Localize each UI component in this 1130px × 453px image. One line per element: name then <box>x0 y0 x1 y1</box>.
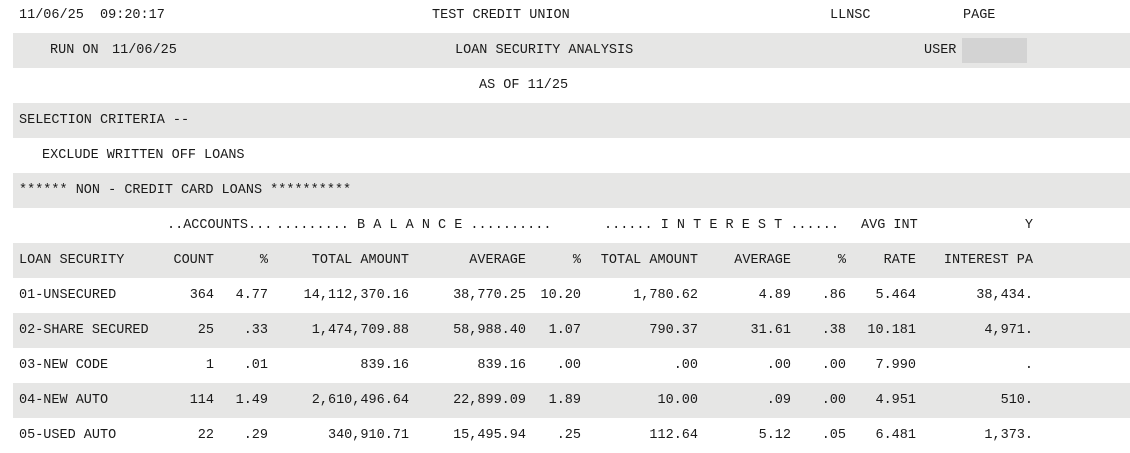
interest-average-cell: .00 <box>766 358 791 373</box>
interest-pa-cell: 1,373. <box>984 428 1033 443</box>
loan-security-header: LOAN SECURITY <box>19 253 125 268</box>
avg-rate-cell: 5.464 <box>875 288 916 303</box>
interest-average-cell: 4.89 <box>758 288 791 303</box>
balance-pct-cell: 1.07 <box>548 323 581 338</box>
table-row: 02-SHARE SECURED 25 .33 1,474,709.88 58,988.… <box>13 313 1130 348</box>
table-row: 05-USED AUTO 22 .29 340,910.71 15,495.94 .25 1… <box>13 418 1130 453</box>
interest-pct-cell: .00 <box>821 358 846 373</box>
interest-total-cell: 790.37 <box>649 323 698 338</box>
interest-pa-cell: 38,434. <box>976 288 1033 303</box>
balance-average-cell: 15,495.94 <box>453 428 526 443</box>
balance-pct-cell: .25 <box>556 428 581 443</box>
count-cell: 25 <box>197 323 214 338</box>
count-pct-cell: 1.49 <box>235 393 268 408</box>
count-cell: 364 <box>189 288 214 303</box>
interest-pa-header: INTEREST PA <box>943 253 1033 268</box>
balance-average-cell: 38,770.25 <box>453 288 526 303</box>
avg-rate-cell: 4.951 <box>875 393 916 408</box>
count-pct-header: % <box>259 253 268 268</box>
balance-pct-cell: 1.89 <box>548 393 581 408</box>
user-label: USER <box>924 43 957 58</box>
interest-pct-cell: .86 <box>821 288 846 303</box>
run-on-label: RUN ON <box>50 43 99 58</box>
section-title: ****** NON - CREDIT CARD LOANS *********… <box>19 183 352 198</box>
avg-rate-cell: 10.181 <box>867 323 916 338</box>
interest-total-cell: 112.64 <box>649 428 698 443</box>
loan-security-cell: 02-SHARE SECURED <box>19 323 149 338</box>
balance-total-cell: 839.16 <box>360 358 409 373</box>
balance-average-header: AVERAGE <box>469 253 526 268</box>
loan-security-cell: 01-UNSECURED <box>19 288 117 303</box>
interest-average-cell: .09 <box>766 393 791 408</box>
criteria-item-row: EXCLUDE WRITTEN OFF LOANS <box>13 138 1130 173</box>
group-avg-int: AVG INT <box>861 218 918 233</box>
count-pct-cell: 4.77 <box>235 288 268 303</box>
interest-total-cell: 10.00 <box>657 393 698 408</box>
as-of-date: AS OF 11/25 <box>479 78 569 93</box>
section-title-row: ****** NON - CREDIT CARD LOANS *********… <box>13 173 1130 208</box>
balance-average-cell: 58,988.40 <box>453 323 526 338</box>
interest-average-cell: 5.12 <box>758 428 791 443</box>
interest-average-cell: 31.61 <box>750 323 791 338</box>
redacted-user <box>962 38 1027 63</box>
report-header-row: 11/06/25 09:20:17 TEST CREDIT UNION LLNS… <box>13 0 1130 33</box>
interest-pa-cell: . <box>1024 358 1033 373</box>
balance-total-cell: 1,474,709.88 <box>311 323 409 338</box>
balance-average-cell: 22,899.09 <box>453 393 526 408</box>
group-interest: ...... I N T E R E S T ...... <box>604 218 839 233</box>
loan-security-cell: 05-USED AUTO <box>19 428 117 443</box>
balance-total-cell: 340,910.71 <box>327 428 409 443</box>
count-cell: 1 <box>205 358 214 373</box>
balance-total-cell: 14,112,370.16 <box>303 288 409 303</box>
run-info-row: RUN ON 11/06/25 LOAN SECURITY ANALYSIS U… <box>13 33 1130 68</box>
avg-rate-cell: 6.481 <box>875 428 916 443</box>
count-pct-cell: .29 <box>243 428 268 443</box>
loan-security-cell: 03-NEW CODE <box>19 358 109 373</box>
column-header-row: LOAN SECURITY COUNT% TOTAL AMOUNT AVERAGE% T… <box>13 243 1130 278</box>
report-datetime: 11/06/25 09:20:17 <box>19 8 165 23</box>
page-label: PAGE <box>963 8 996 23</box>
count-pct-cell: .33 <box>243 323 268 338</box>
criteria-title-row: SELECTION CRITERIA -- <box>13 103 1130 138</box>
interest-average-header: AVERAGE <box>734 253 791 268</box>
balance-total-cell: 2,610,496.64 <box>311 393 409 408</box>
table-row: 01-UNSECURED 364 4.77 14,112,370.16 38,770.2… <box>13 278 1130 313</box>
balance-pct-header: % <box>572 253 581 268</box>
group-balance: ......... B A L A N C E .......... <box>276 218 552 233</box>
table-row: 04-NEW AUTO 114 1.49 2,610,496.64 22,899.09 1… <box>13 383 1130 418</box>
selection-criteria-title: SELECTION CRITERIA -- <box>19 113 190 128</box>
loan-security-cell: 04-NEW AUTO <box>19 393 109 408</box>
group-header-row: ..ACCOUNTS... ......... B A L A N C E ..… <box>13 208 1130 243</box>
count-cell: 114 <box>189 393 214 408</box>
run-on-date: 11/06/25 <box>112 43 177 58</box>
report-title: LOAN SECURITY ANALYSIS <box>455 43 634 58</box>
interest-pct-header: % <box>837 253 846 268</box>
balance-pct-cell: 10.20 <box>540 288 581 303</box>
report-code: LLNSC <box>830 8 871 23</box>
interest-pct-cell: .38 <box>821 323 846 338</box>
interest-pct-cell: .05 <box>821 428 846 443</box>
group-accounts: ..ACCOUNTS... <box>167 218 273 233</box>
group-y: Y <box>1024 218 1033 233</box>
institution-name: TEST CREDIT UNION <box>432 8 570 23</box>
avg-rate-cell: 7.990 <box>875 358 916 373</box>
criteria-item: EXCLUDE WRITTEN OFF LOANS <box>42 148 245 163</box>
interest-total-cell: 1,780.62 <box>633 288 698 303</box>
count-header: COUNT <box>173 253 214 268</box>
count-cell: 22 <box>197 428 214 443</box>
balance-pct-cell: .00 <box>556 358 581 373</box>
as-of-row: AS OF 11/25 <box>13 68 1130 103</box>
interest-total-header: TOTAL AMOUNT <box>600 253 698 268</box>
balance-total-header: TOTAL AMOUNT <box>311 253 409 268</box>
table-row: 03-NEW CODE 1 .01 839.16 839.16 .00 .00 .00 .00 7… <box>13 348 1130 383</box>
balance-average-cell: 839.16 <box>477 358 526 373</box>
interest-pct-cell: .00 <box>821 393 846 408</box>
count-pct-cell: .01 <box>243 358 268 373</box>
interest-pa-cell: 510. <box>1000 393 1033 408</box>
avg-rate-header: RATE <box>883 253 916 268</box>
interest-pa-cell: 4,971. <box>984 323 1033 338</box>
interest-total-cell: .00 <box>673 358 698 373</box>
